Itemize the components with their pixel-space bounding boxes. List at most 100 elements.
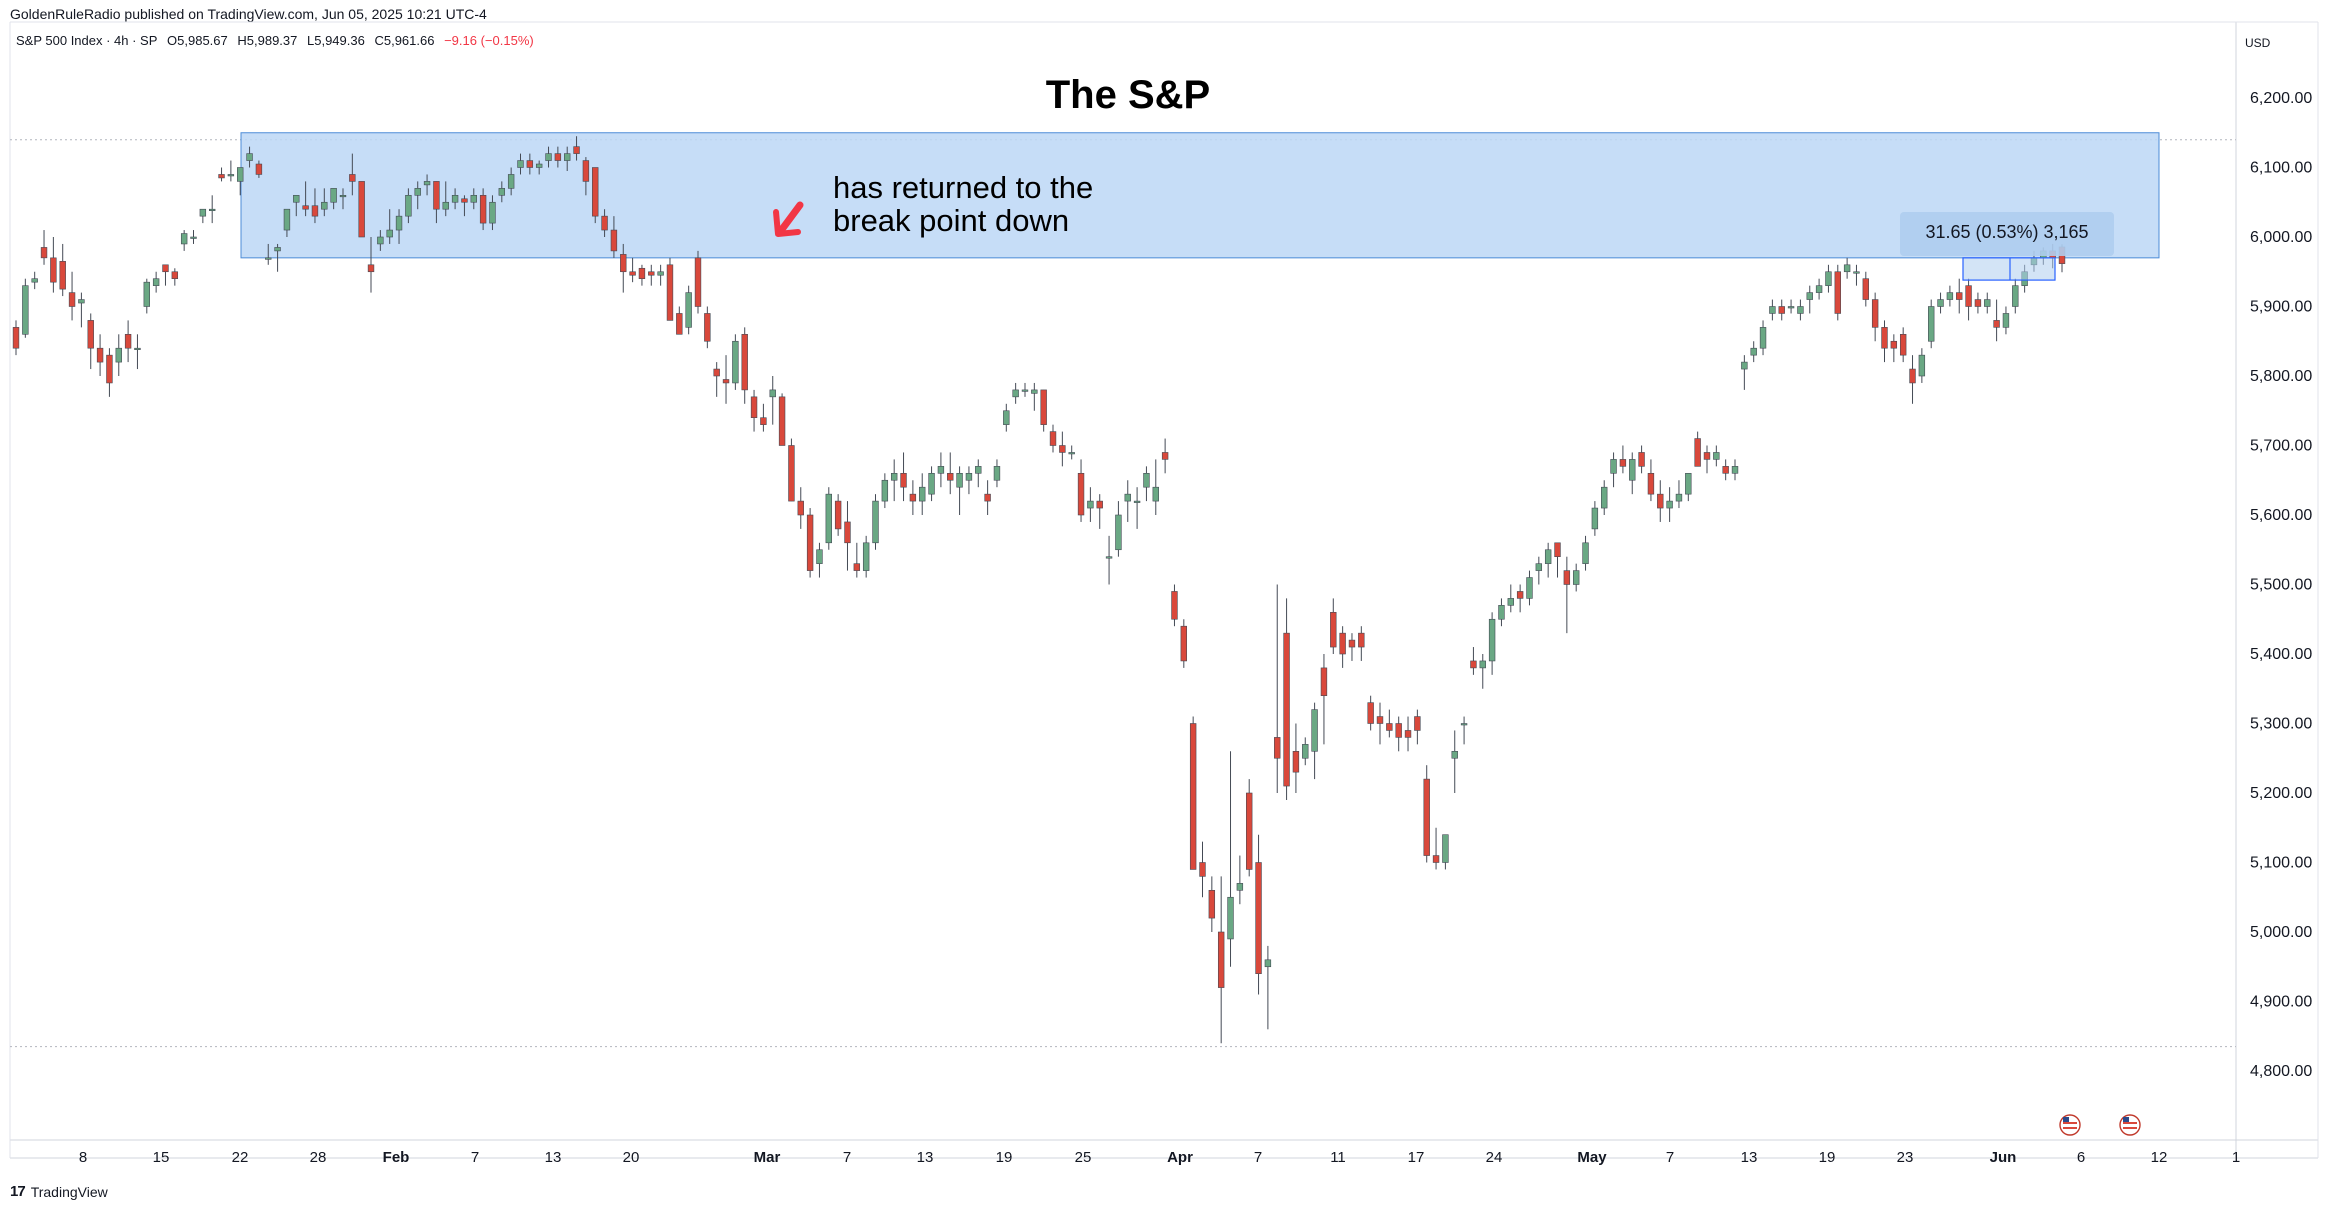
y-tick-label: 5,100.00 — [2250, 855, 2312, 872]
published-line: GoldenRuleRadio published on TradingView… — [10, 6, 487, 22]
candle-body — [1554, 542, 1561, 557]
tradingview-brand[interactable]: 17 TradingView — [10, 1183, 108, 1200]
candle-body — [1918, 354, 1926, 377]
candle-body — [283, 208, 291, 231]
candle-body — [311, 205, 319, 217]
candle-body — [1283, 632, 1290, 787]
candle-body — [806, 514, 814, 571]
ohlc-close: C5,961.66 — [374, 33, 435, 48]
currency-label[interactable]: USD — [2245, 36, 2271, 50]
candle-body — [1937, 299, 1944, 307]
x-tick-label: 19 — [996, 1149, 1013, 1166]
candle-body — [909, 493, 917, 502]
candle-body — [321, 201, 328, 210]
candle-body — [339, 195, 347, 198]
x-tick-label: Feb — [383, 1149, 410, 1166]
candle-body — [1507, 598, 1514, 606]
candle-body — [489, 201, 496, 224]
candle-body — [1526, 577, 1533, 599]
candle-body — [872, 500, 879, 544]
measure-box — [1962, 257, 2056, 281]
candle-body — [947, 472, 954, 481]
x-tick-label: 23 — [1897, 1149, 1914, 1166]
y-tick-label: 5,600.00 — [2250, 507, 2312, 524]
candle-body — [22, 285, 29, 335]
candle-body — [1180, 625, 1188, 662]
x-tick-label: May — [1577, 1149, 1607, 1166]
candle-body — [1395, 723, 1402, 738]
candle-body — [395, 215, 403, 231]
y-tick-label: 5,800.00 — [2250, 368, 2312, 385]
candle-body — [1843, 264, 1851, 273]
candle-body — [601, 215, 608, 231]
candle-body — [1759, 327, 1767, 349]
candle-body — [1806, 292, 1813, 300]
candle-body — [1460, 723, 1468, 726]
candle-body — [1442, 834, 1449, 863]
candle-body — [554, 153, 562, 161]
chart-title: The S&P — [1046, 73, 1210, 117]
candle-body — [657, 271, 664, 276]
candle-body — [1012, 389, 1019, 398]
candle-body — [162, 264, 169, 273]
candle-body — [620, 254, 627, 273]
candle-body — [993, 466, 1001, 481]
candle-body — [1049, 431, 1057, 446]
y-tick-label: 6,100.00 — [2250, 160, 2312, 177]
candle-body — [1778, 306, 1785, 314]
candle-body — [1470, 660, 1477, 669]
candle-body — [629, 271, 636, 276]
candle-body — [956, 472, 963, 488]
us-flag-canton-icon — [2123, 1117, 2129, 1122]
candle-body — [638, 267, 646, 279]
x-tick-label: 15 — [153, 1149, 170, 1166]
candle-body — [1404, 730, 1412, 738]
candle-body — [1516, 591, 1524, 599]
candle-body — [1208, 889, 1216, 919]
candle-body — [853, 563, 861, 571]
candle-body — [1647, 472, 1655, 495]
candle-body — [1638, 452, 1645, 467]
candle-body — [788, 445, 795, 502]
candle-body — [208, 208, 216, 211]
ohlc-open: O5,985.67 — [167, 33, 228, 48]
candle-body — [704, 313, 711, 342]
candle-body — [881, 479, 889, 502]
candle-body — [900, 472, 907, 488]
x-tick-label: 11 — [1330, 1149, 1346, 1166]
candle-body — [890, 472, 898, 481]
x-tick-label: 7 — [1666, 1149, 1674, 1166]
x-tick-label: 24 — [1486, 1149, 1503, 1166]
candle-body — [1685, 472, 1692, 495]
candle-body — [377, 236, 384, 245]
candle-body — [246, 153, 253, 161]
candle-body — [40, 247, 48, 259]
candle-body — [1358, 632, 1365, 648]
candle-body — [461, 198, 468, 203]
candle-body — [1217, 931, 1225, 988]
ohlc-high: H5,989.37 — [237, 33, 298, 48]
measure-label: 31.65 (0.53%) 3,165 — [1925, 222, 2088, 242]
candle-body — [1246, 792, 1253, 870]
candle-body — [1479, 660, 1486, 669]
annotation-text-line: has returned to the — [833, 170, 1093, 205]
y-tick-label: 5,000.00 — [2250, 924, 2312, 941]
candle-body — [143, 281, 150, 307]
candle-body — [274, 247, 281, 252]
x-tick-label: 13 — [917, 1149, 934, 1166]
candle-body — [451, 195, 459, 203]
candle-body — [1096, 500, 1103, 509]
candle-body — [919, 486, 926, 502]
x-tick-label: 7 — [843, 1149, 851, 1166]
candle-body — [1087, 500, 1094, 509]
candle-body — [1152, 486, 1159, 502]
candle-body — [582, 160, 590, 182]
candle-body — [564, 153, 571, 161]
candle-body — [1853, 271, 1860, 274]
candle-body — [1161, 452, 1169, 460]
y-tick-label: 5,900.00 — [2250, 299, 2312, 316]
candle-body — [1694, 438, 1701, 467]
candle-body — [2012, 285, 2019, 307]
candle-body — [1414, 716, 1421, 731]
